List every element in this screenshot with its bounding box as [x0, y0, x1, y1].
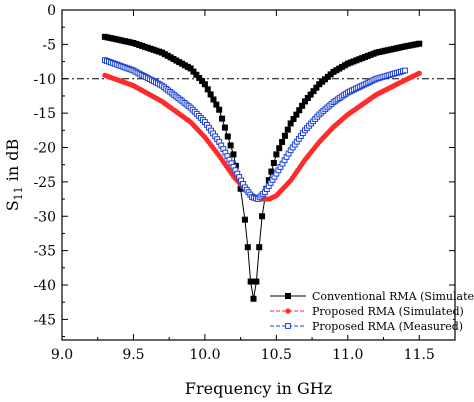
- data-point: [190, 68, 197, 75]
- data-point: [247, 278, 254, 285]
- series-line: [104, 36, 420, 299]
- y-axis-title-rest: in dB: [3, 139, 22, 187]
- data-point: [187, 65, 194, 72]
- data-point: [416, 70, 422, 76]
- data-point: [196, 74, 203, 81]
- series-line: [104, 72, 420, 200]
- axes-layer: 9.0 9.5 10.0 10.5 11.0 11.5 0 -5 -10 -15 -20 -25 -30…: [33, 3, 456, 363]
- x-tick-label: 10.5: [261, 347, 292, 363]
- plot-frame: [61, 9, 456, 341]
- y-tick-label: -15: [33, 106, 56, 122]
- y-tick-label: -45: [33, 312, 56, 328]
- y-tick-label: -10: [33, 72, 56, 88]
- data-point: [210, 96, 217, 103]
- legend-label: Proposed RMA (Measured): [312, 320, 463, 333]
- data-point: [299, 102, 306, 109]
- data-point: [273, 151, 280, 158]
- data-point: [204, 86, 211, 93]
- series-layer: [101, 33, 423, 302]
- y-tick-label: -25: [33, 175, 56, 191]
- x-tick-label: 9.5: [122, 347, 144, 363]
- data-point: [284, 126, 291, 133]
- data-point: [253, 278, 260, 285]
- y-tick-label: 0: [47, 3, 56, 19]
- x-axis-title: Frequency in GHz: [185, 379, 332, 398]
- data-point: [250, 295, 257, 302]
- series-2: [102, 70, 422, 202]
- data-point: [296, 107, 303, 114]
- x-tick-label: 11.5: [404, 347, 435, 363]
- data-point: [216, 106, 223, 113]
- data-point: [244, 244, 251, 251]
- data-point: [219, 115, 226, 122]
- x-tick-label: 10.0: [189, 347, 220, 363]
- data-point: [237, 185, 244, 192]
- data-point: [224, 133, 231, 140]
- data-point: [310, 88, 317, 95]
- data-point: [290, 116, 297, 123]
- data-point: [285, 323, 291, 329]
- legend-label: Proposed RMA (Simulated): [312, 305, 464, 318]
- data-point: [268, 168, 275, 175]
- data-point: [402, 67, 408, 74]
- data-point: [270, 159, 277, 166]
- series-3: [101, 57, 408, 202]
- data-point: [256, 244, 263, 251]
- legend: Conventional RMA (Simulated) Proposed RMA…: [266, 286, 474, 335]
- legend-label: Conventional RMA (Simulated): [312, 290, 474, 303]
- y-tick-label: -20: [33, 141, 56, 157]
- data-point: [281, 132, 288, 139]
- data-point: [285, 308, 291, 314]
- data-point: [230, 151, 237, 158]
- data-point: [199, 78, 206, 85]
- y-tick-label: -35: [33, 244, 56, 260]
- data-point: [227, 142, 234, 149]
- series-1: [101, 33, 423, 302]
- data-point: [221, 124, 228, 131]
- x-tick-label: 11.0: [332, 347, 363, 363]
- data-point: [207, 91, 214, 98]
- y-axis-title-main: S: [3, 200, 22, 211]
- y-tick-label: -30: [33, 209, 56, 225]
- data-point: [193, 71, 200, 78]
- data-point: [416, 40, 423, 47]
- data-point: [301, 98, 308, 105]
- data-point: [293, 111, 300, 118]
- data-point: [201, 81, 208, 88]
- data-point: [313, 84, 320, 91]
- y-tick-label: -5: [42, 37, 56, 53]
- x-tick-label: 9.0: [51, 347, 73, 363]
- data-point: [241, 216, 248, 223]
- y-tick-label: -40: [33, 278, 56, 294]
- y-axis-title-subscript: 11: [12, 186, 25, 200]
- data-point: [287, 120, 294, 127]
- legend-items: Conventional RMA (Simulated) Proposed RMA…: [270, 290, 474, 333]
- y-axis-title: S11 in dB: [3, 139, 25, 212]
- data-point: [276, 145, 283, 152]
- data-point: [285, 293, 291, 299]
- data-point: [307, 91, 314, 98]
- data-point: [304, 95, 311, 101]
- data-point: [279, 139, 286, 145]
- data-point: [259, 213, 266, 220]
- data-point: [213, 101, 220, 108]
